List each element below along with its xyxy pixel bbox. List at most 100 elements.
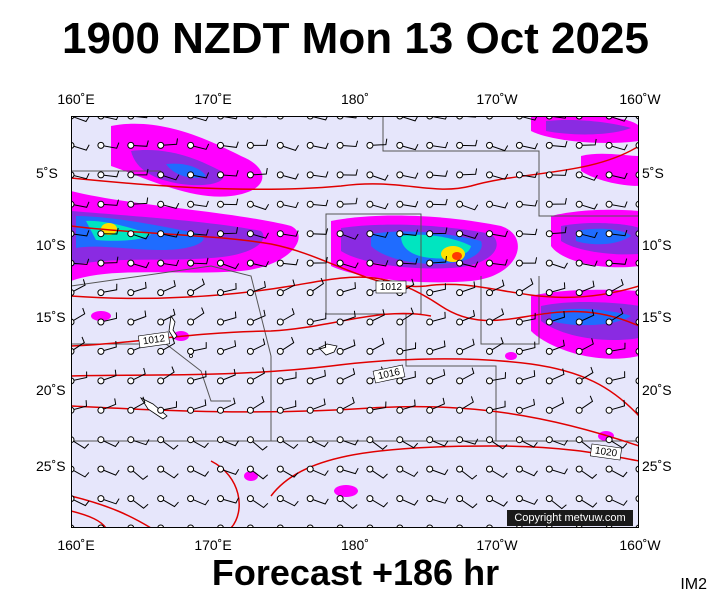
wind-station-marker (515, 465, 523, 473)
wind-station-marker (157, 318, 165, 326)
wind-barb (399, 399, 416, 411)
island-small (189, 354, 193, 358)
wind-station-marker (97, 318, 105, 326)
wind-station-marker (97, 171, 105, 179)
wind-station-marker (276, 495, 284, 503)
wind-barb (280, 308, 295, 323)
wind-barb (369, 231, 389, 238)
wind-barb (519, 278, 534, 294)
rain-band (576, 228, 631, 245)
wind-station-marker (336, 436, 344, 444)
wind-station-marker (545, 289, 553, 297)
wind-station-marker (605, 171, 613, 179)
wind-barb (100, 439, 120, 448)
wind-barb (280, 336, 295, 352)
wind-station-marker (306, 200, 314, 208)
wind-barb (190, 307, 205, 323)
lon-label-bottom-180: 180˚ (340, 537, 370, 553)
wind-barb (339, 282, 356, 294)
wind-barb (280, 173, 299, 180)
wind-station-marker (97, 289, 105, 297)
wind-station-marker (276, 436, 284, 444)
wind-barb (310, 256, 328, 264)
wind-barb (459, 203, 479, 211)
wind-barb (340, 140, 359, 148)
wind-barb (608, 371, 626, 382)
lat-label-right-20s: 20˚S (642, 382, 672, 398)
wind-barb (578, 395, 594, 411)
isobar-1016 (71, 358, 639, 417)
wind-station-marker (545, 230, 553, 238)
wind-station-marker (97, 377, 105, 385)
wind-station-marker (486, 141, 493, 149)
wind-barb (130, 140, 149, 147)
wind-barb (130, 310, 147, 323)
wind-station-marker (456, 377, 464, 385)
wind-station-marker (605, 436, 613, 444)
wind-station-marker (157, 347, 165, 355)
wind-station-marker (456, 465, 464, 473)
lon-label-top-180: 180˚ (340, 91, 370, 107)
wind-barb (310, 228, 329, 235)
wind-barb (399, 468, 419, 478)
wind-barb (489, 372, 506, 382)
wind-station-marker (366, 259, 374, 267)
wind-station-marker (396, 171, 404, 179)
wind-barb (71, 279, 86, 294)
wind-barb (548, 498, 567, 510)
rain-core (452, 252, 462, 260)
wind-station-marker (575, 436, 583, 444)
wind-station-marker (127, 230, 135, 238)
wind-station-marker (396, 347, 404, 355)
wind-barb (100, 369, 117, 382)
wind-station-marker (575, 377, 583, 385)
wind-station-marker (396, 377, 404, 385)
wind-station-marker (545, 406, 553, 414)
wind-barb (399, 143, 419, 151)
wind-barb (280, 230, 299, 237)
wind-barb (190, 342, 207, 352)
wind-station-marker (515, 141, 523, 149)
wind-barb (608, 278, 624, 294)
wind-station-marker (426, 347, 434, 355)
wind-station-marker (486, 289, 493, 297)
wind-station-marker (97, 347, 105, 355)
wind-barb (609, 229, 628, 237)
rain-cell (91, 311, 111, 321)
wind-barb (459, 438, 479, 445)
wind-station-marker (545, 465, 553, 473)
wind-station-marker (217, 495, 224, 503)
wind-barb (519, 257, 538, 264)
lat-label-left-25s: 25˚S (36, 458, 66, 474)
isobar-labels: 1012 1012 1016 1020 (137, 280, 623, 461)
wind-station-marker (456, 141, 464, 149)
wind-station-marker (396, 141, 404, 149)
wind-barb (160, 366, 175, 382)
wind-barb (310, 199, 329, 207)
wind-barb (489, 259, 508, 266)
wind-barb (130, 261, 150, 269)
wind-station-marker (336, 377, 344, 385)
wind-barb (190, 370, 207, 382)
wind-barb (608, 172, 628, 180)
wind-barb (190, 143, 210, 150)
wind-barb (71, 400, 88, 411)
wind-station-marker (366, 436, 374, 444)
wind-station-marker (605, 200, 613, 208)
wind-station-marker (306, 318, 314, 326)
wind-barb (310, 498, 329, 505)
wind-station-marker (426, 465, 434, 473)
wind-barb (310, 171, 329, 178)
wind-barb (220, 439, 240, 447)
wind-barb (100, 498, 120, 505)
wind-barb (459, 468, 478, 480)
wind-barb (399, 172, 419, 179)
wind-station-marker (366, 230, 374, 238)
boundary-line (480, 276, 540, 345)
wind-station-marker (575, 171, 583, 179)
lat-label-right-15s: 15˚S (642, 309, 672, 325)
wind-station-marker (456, 230, 464, 238)
wind-barb (339, 498, 358, 510)
wind-barb (130, 439, 150, 446)
wind-barb (459, 261, 479, 268)
